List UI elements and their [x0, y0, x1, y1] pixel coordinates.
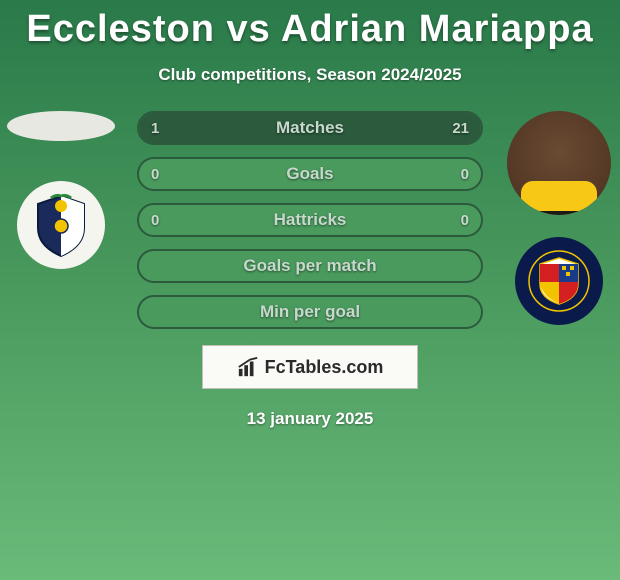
bar-value-left: 0: [151, 159, 159, 189]
bar-label: Matches: [139, 113, 481, 143]
bar-value-right: 21: [452, 113, 469, 143]
shield-icon: [26, 190, 96, 260]
date-label: 13 january 2025: [0, 409, 620, 429]
stat-bar: Goals0 0: [137, 157, 483, 191]
right-club-crest: [515, 237, 603, 325]
stat-bar: Goals per match: [137, 249, 483, 283]
page-title: Eccleston vs Adrian Mariappa: [0, 0, 620, 51]
stats-bars: Matches121Goals00Hattricks00Goals per ma…: [137, 111, 483, 329]
comparison-panel: Matches121Goals00Hattricks00Goals per ma…: [0, 111, 620, 429]
chart-icon: [237, 356, 259, 378]
left-club-crest: [17, 181, 105, 269]
stat-bar: Min per goal: [137, 295, 483, 329]
right-player-column: [504, 111, 614, 325]
bar-label: Min per goal: [139, 297, 481, 327]
subtitle: Club competitions, Season 2024/2025: [0, 65, 620, 85]
bar-value-left: 0: [151, 205, 159, 235]
brand-text: FcTables.com: [265, 357, 384, 378]
right-player-avatar: [507, 111, 611, 215]
stat-bar: Hattricks0 0: [137, 203, 483, 237]
bar-value-left: 1: [151, 113, 159, 143]
left-player-column: [6, 111, 116, 269]
brand-badge: FcTables.com: [202, 345, 418, 389]
bar-value-right: 0: [461, 205, 469, 235]
bar-label: Goals per match: [139, 251, 481, 281]
bar-label: Hattricks: [139, 205, 481, 235]
left-player-avatar: [7, 111, 115, 141]
stat-bar: Matches1 21: [137, 111, 483, 145]
bar-label: Goals: [139, 159, 481, 189]
bar-value-right: 0: [461, 159, 469, 189]
shield-icon: [524, 246, 594, 316]
